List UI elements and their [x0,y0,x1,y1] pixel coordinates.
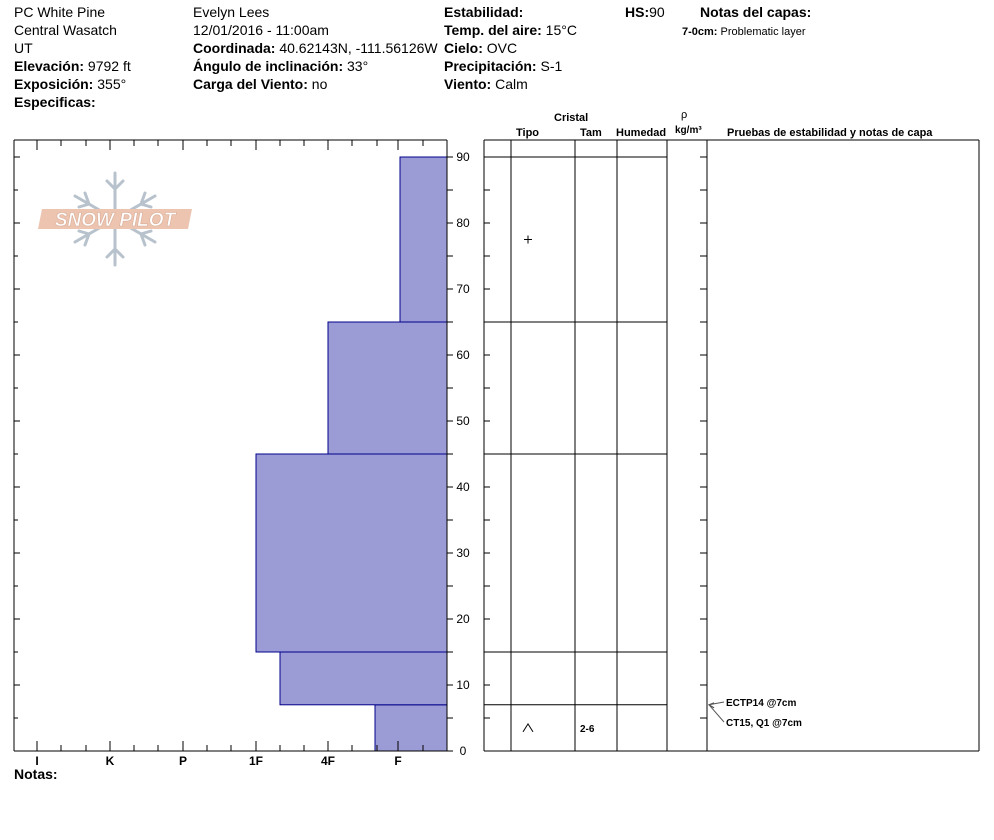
height-tick-label: 30 [456,546,470,560]
stability-field: Estabilidad: [444,4,523,21]
density-unit-header: kg/m³ [675,125,702,136]
wind-load-label: Carga del Viento: [193,76,308,92]
coordinate-field: Coordinada: 40.62143N, -111.56126W [193,40,438,57]
observer-name: Evelyn Lees [193,4,270,20]
hardness-tick-label: I [35,754,38,768]
height-tick-label: 40 [456,480,470,494]
hs-value: 90 [649,4,665,20]
wind-load-value: no [311,76,328,92]
hardness-bar [327,321,448,455]
precip-label: Precipitación: [444,58,537,74]
observation-datetime: 12/01/2016 - 11:00am [193,22,329,38]
elevation-value: 9792 ft [87,58,131,74]
precip-value: S-1 [540,58,563,74]
logo-text: SNOW PILOT [55,210,177,231]
snowpilot-logo: SNOW PILOT [38,171,192,267]
elevation-field: Elevación: 9792 ft [14,58,131,75]
size-header: Tam [580,127,602,139]
hardness-tick-label: 1F [249,754,263,768]
layer-note: 7-0cm: Problematic layer [682,24,806,41]
sky-field: Cielo: OVC [444,40,517,57]
hs-label: HS: [625,4,650,20]
aspect-field: Exposición: 355° [14,76,126,93]
wind-field: Viento: Calm [444,76,528,93]
layer-note-text: Problematic layer [720,26,806,38]
sky-label: Cielo: [444,40,483,56]
height-tick-label: 50 [456,414,470,428]
slope-value: 33° [347,58,369,74]
slope-label: Ángulo de inclinación: [193,58,344,74]
stability-test-leader [708,704,725,723]
hardness-bar [255,453,448,653]
hardness-bar [374,704,448,752]
notes-label: Notas: [14,766,58,782]
wind-label: Viento: [444,76,492,92]
type-header: Tipo [516,127,540,139]
air-temp-value: 15°C [545,22,577,38]
air-temp-field: Temp. del aire: 15°C [444,22,577,39]
wind-load-field: Carga del Viento: no [193,76,327,93]
hardness-tick-label: P [179,754,187,768]
layer-notes-label: Notas del capas: [700,4,812,20]
hs-field: HS:90 [625,4,665,21]
hardness-tick-label: K [106,754,115,768]
layer-note-depth: 7-0cm: [682,26,718,38]
moisture-header: Humedad [616,127,667,139]
range-name: Central Wasatch [14,22,117,38]
hardness-bar [399,156,448,323]
crystal-symbol-caret [522,722,534,733]
crystal-size-label: 2-6 [580,724,595,735]
specifics-label: Especificas: [14,94,96,110]
elevation-label: Elevación: [14,58,85,74]
stability-test-label: ECTP14 @7cm [726,698,796,709]
height-tick-label: 10 [456,678,470,692]
height-tick-label: 20 [456,612,470,626]
height-tick-label: 70 [456,282,470,296]
aspect-value: 355° [97,76,127,92]
stability-test-label: CT15, Q1 @7cm [726,718,802,729]
logo-band [38,209,192,229]
aspect-label: Exposición: [14,76,94,92]
tests-header: Pruebas de estabilidad y notas de capa [727,127,933,139]
height-tick-label: 60 [456,348,470,362]
stability-label: Estabilidad: [444,4,524,20]
stability-test-arrow [707,702,715,709]
wind-value: Calm [495,76,528,92]
hardness-tick-label: F [394,754,401,768]
rho-header: ρ [681,109,688,121]
precip-field: Precipitación: S-1 [444,58,562,75]
sky-value: OVC [486,40,518,56]
crystal-header: Cristal [554,112,589,124]
height-tick-label: 80 [456,216,470,230]
coordinate-label: Coordinada: [193,40,276,56]
height-tick-label: 0 [460,744,467,758]
state-name: UT [14,40,33,56]
coordinate-value: 40.62143N, -111.56126W [279,40,438,56]
hardness-tick-label: 4F [321,754,335,768]
slope-field: Ángulo de inclinación: 33° [193,58,368,75]
air-temp-label: Temp. del aire: [444,22,542,38]
location-name: PC White Pine [14,4,106,20]
height-tick-label: 90 [456,150,470,164]
hardness-bar [279,651,448,706]
